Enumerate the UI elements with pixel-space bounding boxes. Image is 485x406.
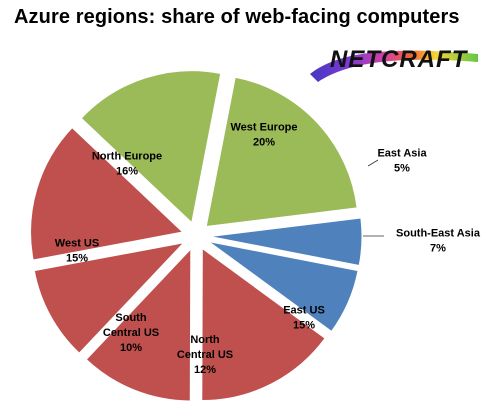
leader-line (367, 159, 379, 167)
slice-label-south-east-asia: South-East Asia 7% (396, 228, 481, 255)
pie-slice-south-central-us (33, 241, 186, 354)
slice-label-south-central-us: South Central US 10% (103, 312, 159, 354)
slice-label-north-central-us: North Central US 12% (177, 334, 233, 376)
slice-label-west-us: West US 15% (55, 238, 99, 265)
slice-label-east-us: East US 15% (283, 305, 325, 332)
logo-text: NETCRAFT (330, 46, 468, 73)
slice-label-north-europe: North Europe 16% (92, 151, 162, 178)
pie-slice-east-asia (209, 217, 363, 267)
slice-label-west-europe: West Europe 20% (230, 122, 297, 149)
netcraft-logo (310, 50, 478, 82)
pie-slice-north-central-us (85, 247, 192, 402)
pie-slice-south-east-asia (208, 241, 359, 333)
pie-slice-west-europe (205, 76, 358, 228)
pie-slice-east-us (201, 247, 326, 401)
pie-slice-west-us (30, 126, 184, 261)
pie-slice-north-europe (80, 70, 222, 224)
chart-title: Azure regions: share of web-facing compu… (14, 6, 460, 28)
slice-label-east-asia: East Asia 5% (377, 148, 427, 175)
logo-swoosh (310, 50, 478, 82)
